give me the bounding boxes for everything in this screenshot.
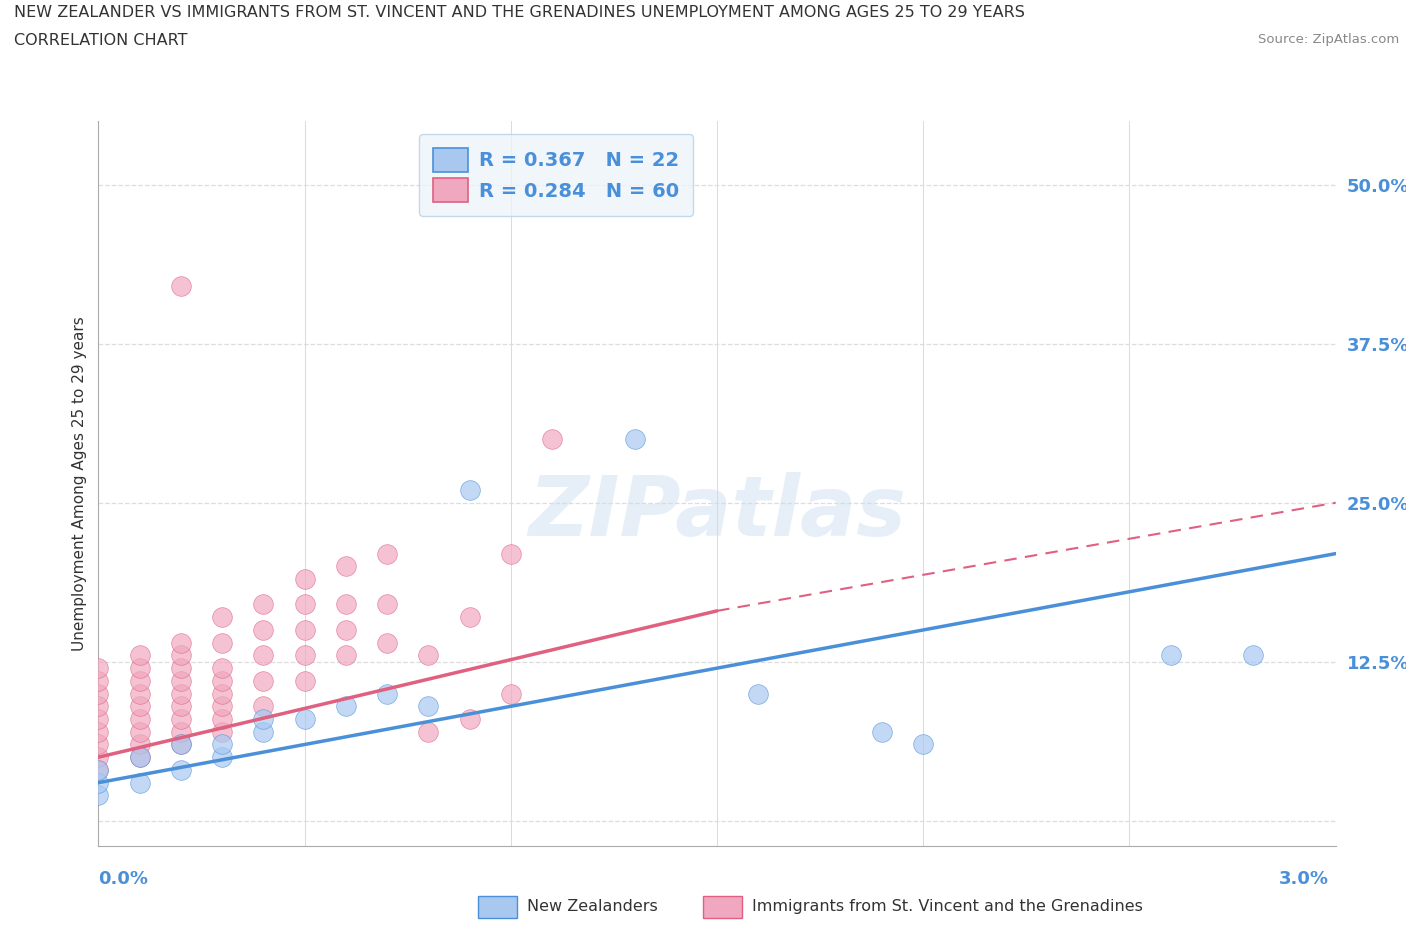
Point — [128, 750, 150, 764]
Point — [335, 597, 357, 612]
Point — [375, 597, 398, 612]
Point — [499, 686, 522, 701]
Point — [294, 673, 316, 688]
Point — [499, 546, 522, 561]
Point — [252, 711, 274, 726]
Point — [375, 546, 398, 561]
Point — [170, 635, 193, 650]
Point — [418, 724, 440, 739]
Point — [128, 711, 150, 726]
Point — [211, 711, 233, 726]
Point — [170, 737, 193, 752]
Point — [87, 763, 110, 777]
Point — [87, 686, 110, 701]
Text: Immigrants from St. Vincent and the Grenadines: Immigrants from St. Vincent and the Gren… — [752, 899, 1143, 914]
Point — [87, 763, 110, 777]
Point — [252, 673, 274, 688]
Point — [335, 698, 357, 713]
Point — [252, 698, 274, 713]
Point — [211, 686, 233, 701]
Text: 0.0%: 0.0% — [98, 870, 149, 888]
Point — [87, 776, 110, 790]
Point — [294, 622, 316, 637]
Point — [252, 724, 274, 739]
Point — [128, 686, 150, 701]
Point — [170, 724, 193, 739]
Y-axis label: Unemployment Among Ages 25 to 29 years: Unemployment Among Ages 25 to 29 years — [72, 316, 87, 651]
Point — [170, 763, 193, 777]
Point — [1160, 648, 1182, 663]
Point — [375, 686, 398, 701]
Text: 3.0%: 3.0% — [1278, 870, 1329, 888]
Point — [458, 711, 481, 726]
Point — [623, 432, 645, 446]
Point — [1241, 648, 1264, 663]
Text: ZIPatlas: ZIPatlas — [529, 472, 905, 553]
Point — [128, 698, 150, 713]
Point — [87, 724, 110, 739]
Text: Source: ZipAtlas.com: Source: ZipAtlas.com — [1258, 33, 1399, 46]
Point — [128, 776, 150, 790]
Point — [211, 660, 233, 675]
Point — [211, 750, 233, 764]
Point — [128, 648, 150, 663]
Point — [335, 622, 357, 637]
Point — [458, 610, 481, 625]
Point — [87, 788, 110, 803]
Point — [335, 648, 357, 663]
Point — [87, 660, 110, 675]
Point — [211, 724, 233, 739]
Point — [128, 673, 150, 688]
Point — [211, 635, 233, 650]
Point — [211, 737, 233, 752]
Point — [211, 673, 233, 688]
Point — [128, 660, 150, 675]
Point — [252, 597, 274, 612]
Point — [458, 483, 481, 498]
Point — [294, 597, 316, 612]
Point — [294, 648, 316, 663]
Point — [87, 750, 110, 764]
Point — [541, 432, 564, 446]
Point — [170, 673, 193, 688]
Text: New Zealanders: New Zealanders — [527, 899, 658, 914]
Point — [418, 698, 440, 713]
Point — [170, 711, 193, 726]
Point — [294, 711, 316, 726]
Point — [170, 279, 193, 294]
Point — [128, 724, 150, 739]
Text: NEW ZEALANDER VS IMMIGRANTS FROM ST. VINCENT AND THE GRENADINES UNEMPLOYMENT AMO: NEW ZEALANDER VS IMMIGRANTS FROM ST. VIN… — [14, 5, 1025, 20]
Point — [87, 737, 110, 752]
Point — [252, 622, 274, 637]
Point — [87, 698, 110, 713]
Text: CORRELATION CHART: CORRELATION CHART — [14, 33, 187, 47]
Point — [170, 660, 193, 675]
Legend: R = 0.367   N = 22, R = 0.284   N = 60: R = 0.367 N = 22, R = 0.284 N = 60 — [419, 134, 693, 216]
Point — [252, 648, 274, 663]
Point — [418, 648, 440, 663]
Point — [294, 572, 316, 587]
Point — [170, 648, 193, 663]
Point — [87, 711, 110, 726]
Point — [870, 724, 893, 739]
Point — [335, 559, 357, 574]
Point — [170, 686, 193, 701]
Point — [87, 673, 110, 688]
Point — [170, 737, 193, 752]
Point — [912, 737, 935, 752]
Point — [211, 610, 233, 625]
Point — [128, 750, 150, 764]
Point — [747, 686, 769, 701]
Point — [128, 737, 150, 752]
Point — [170, 698, 193, 713]
Point — [211, 698, 233, 713]
Point — [375, 635, 398, 650]
